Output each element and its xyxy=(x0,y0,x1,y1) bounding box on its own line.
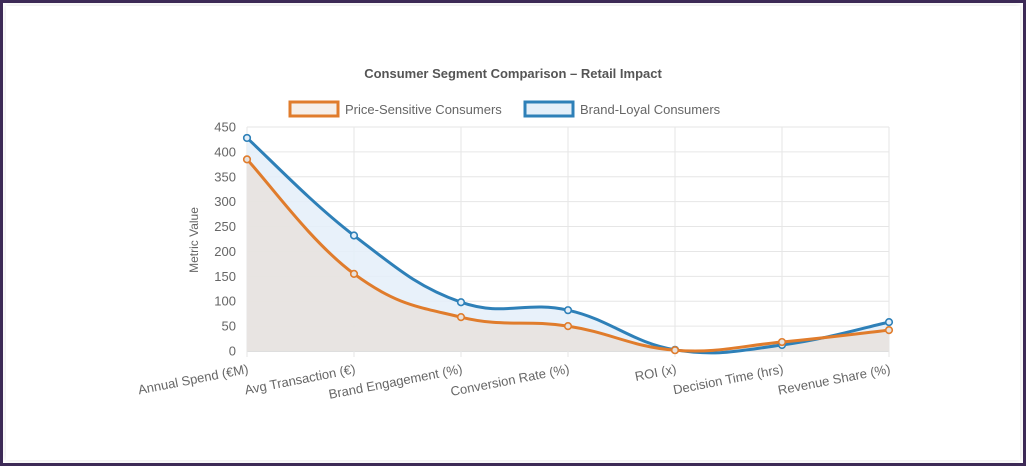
data-point-brand-loyal-consumers xyxy=(884,318,894,327)
area-brand-loyal-consumers xyxy=(247,137,889,353)
chart-title: Consumer Segment Comparison – Retail Imp… xyxy=(364,66,662,81)
y-tick-label: 0 xyxy=(229,344,236,359)
y-tick-label: 150 xyxy=(214,269,236,284)
y-tick-label: 250 xyxy=(214,219,236,234)
legend-item-price-sensitive[interactable]: Price-Sensitive Consumers xyxy=(288,100,502,118)
data-point-price-sensitive-consumers xyxy=(884,325,894,335)
x-tick-label: Annual Spend (€M) xyxy=(137,361,250,397)
legend-item-brand-loyal[interactable]: Brand-Loyal Consumers xyxy=(523,100,721,118)
x-tick-label: ROI (x) xyxy=(634,361,678,384)
x-tick-label: Revenue Share (%) xyxy=(777,361,892,398)
data-point-price-sensitive-consumers xyxy=(456,313,466,322)
data-point-brand-loyal-consumers xyxy=(242,133,252,143)
y-tick-label: 400 xyxy=(214,144,236,159)
data-point-price-sensitive-consumers xyxy=(242,155,252,164)
y-tick-label: 100 xyxy=(214,294,236,309)
y-axis-title: Metric Value xyxy=(187,207,201,273)
x-tick-label: Conversion Rate (%) xyxy=(449,361,570,399)
y-tick-label: 200 xyxy=(214,244,236,259)
y-tick-label: 50 xyxy=(222,319,236,334)
series-areas xyxy=(247,137,889,353)
data-point-brand-loyal-consumers xyxy=(563,306,573,315)
data-point-price-sensitive-consumers xyxy=(349,269,359,278)
legend-swatch-brand-loyal xyxy=(523,100,575,118)
data-point-price-sensitive-consumers xyxy=(777,337,787,347)
y-axis-ticks: 0 50 100 150 200 250 300 350 400 450 xyxy=(214,120,236,359)
x-axis-ticks: Annual Spend (€M)Avg Transaction (€)Bran… xyxy=(137,361,892,402)
legend-label-brand-loyal: Brand-Loyal Consumers xyxy=(580,102,721,117)
area-price-sensitive-consumers xyxy=(247,159,889,351)
data-point-price-sensitive-consumers xyxy=(563,322,573,331)
data-point-brand-loyal-consumers xyxy=(349,231,359,240)
data-point-price-sensitive-consumers xyxy=(670,346,680,355)
chart-card xyxy=(6,6,1020,460)
y-tick-label: 450 xyxy=(214,120,236,135)
legend-swatch-price-sensitive xyxy=(288,100,340,118)
y-tick-label: 350 xyxy=(214,169,236,184)
y-tick-label: 300 xyxy=(214,194,236,209)
legend-label-price-sensitive: Price-Sensitive Consumers xyxy=(345,102,502,117)
series-points xyxy=(242,133,894,355)
data-point-brand-loyal-consumers xyxy=(456,298,466,307)
x-tick-label: Decision Time (hrs) xyxy=(672,361,785,397)
legend: Price-Sensitive Consumers Brand-Loyal Co… xyxy=(288,100,721,118)
